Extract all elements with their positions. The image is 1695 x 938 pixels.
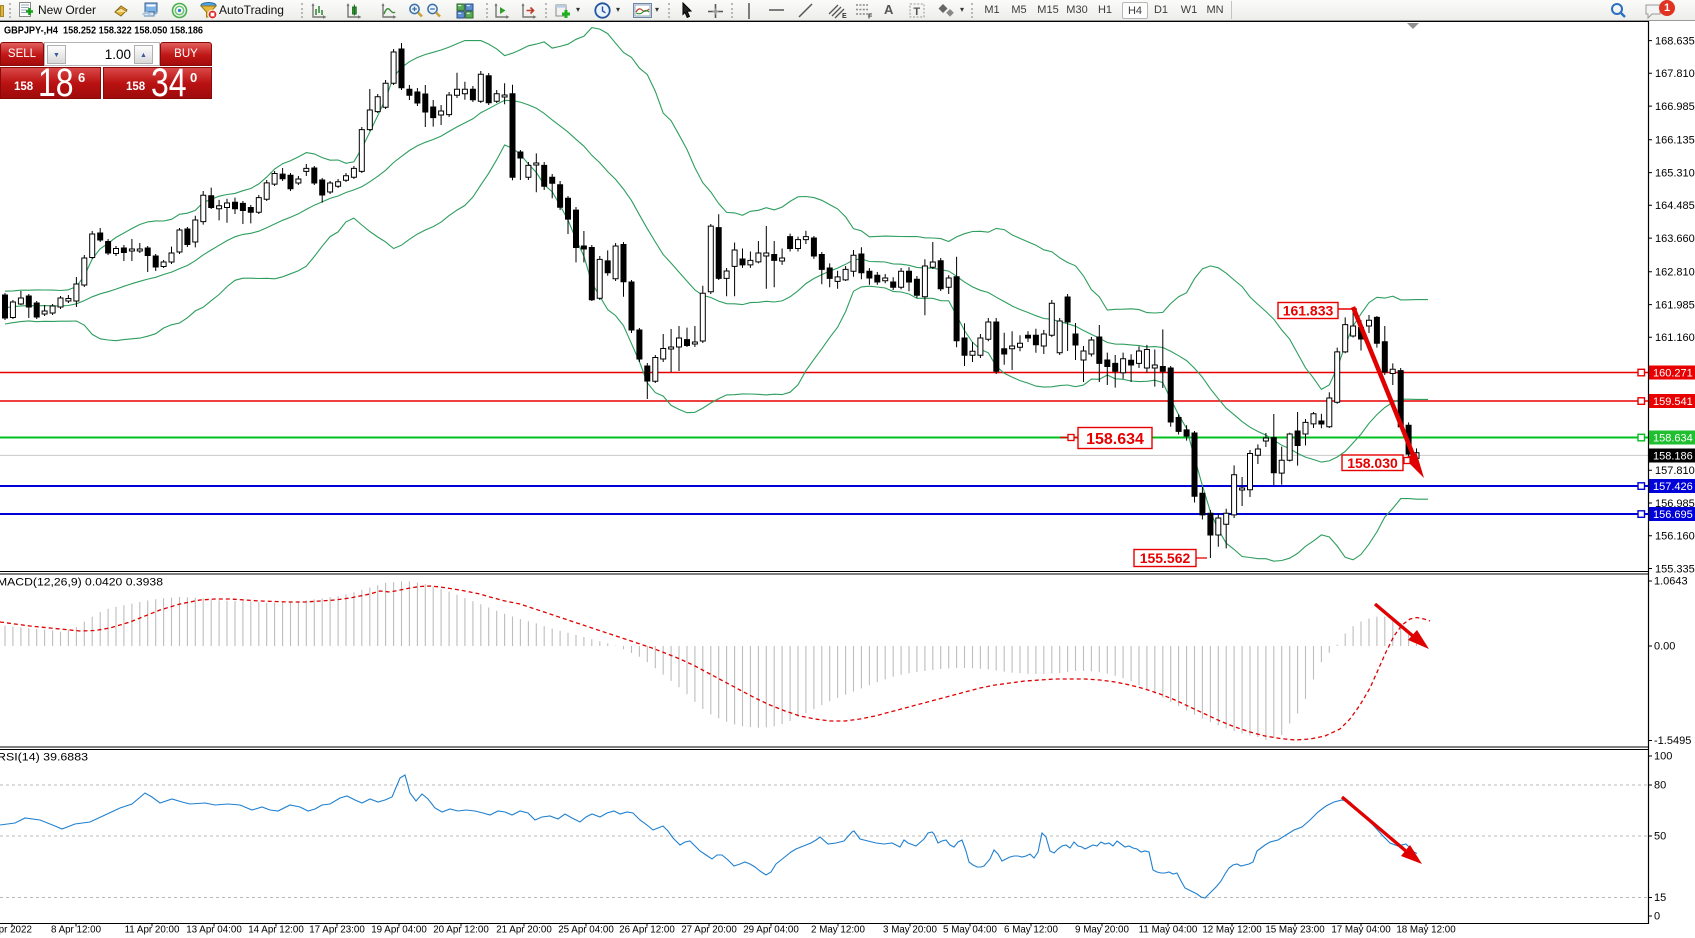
svg-text:17 May 04:00: 17 May 04:00 xyxy=(1331,925,1391,936)
svg-text:GBPJPY-,H4 158.252 158.322 15: GBPJPY-,H4 158.252 158.322 158.050 158.1… xyxy=(4,25,203,37)
svg-text:E: E xyxy=(842,13,847,19)
svg-text:158.634: 158.634 xyxy=(1086,431,1144,448)
svg-text:13 Apr 04:00: 13 Apr 04:00 xyxy=(186,925,242,936)
svg-text:11 May 04:00: 11 May 04:00 xyxy=(1139,925,1198,936)
svg-text:26 Apr 12:00: 26 Apr 12:00 xyxy=(619,925,675,936)
svg-text:164.485: 164.485 xyxy=(1655,200,1695,212)
svg-text:159.541: 159.541 xyxy=(1653,396,1693,408)
svg-text:12 May 12:00: 12 May 12:00 xyxy=(1202,925,1262,936)
svg-text:161.985: 161.985 xyxy=(1655,299,1695,311)
svg-text:-1.5495: -1.5495 xyxy=(1654,735,1691,747)
svg-text:158.030: 158.030 xyxy=(1347,455,1398,471)
svg-text:27 Apr 20:00: 27 Apr 20:00 xyxy=(681,925,737,936)
svg-text:161.833: 161.833 xyxy=(1283,303,1334,319)
svg-text:F: F xyxy=(868,14,873,20)
svg-text:160.271: 160.271 xyxy=(1653,368,1693,380)
svg-text:165.310: 165.310 xyxy=(1655,167,1695,179)
svg-text:15 May 23:00: 15 May 23:00 xyxy=(1265,925,1325,936)
svg-text:156.985: 156.985 xyxy=(1655,498,1695,510)
svg-text:50: 50 xyxy=(1654,831,1666,843)
svg-text:9 May 20:00: 9 May 20:00 xyxy=(1075,925,1129,936)
svg-text:162.810: 162.810 xyxy=(1655,267,1695,279)
svg-text:17 Apr 23:00: 17 Apr 23:00 xyxy=(309,925,365,936)
svg-text:158.186: 158.186 xyxy=(1653,451,1693,463)
svg-text:0.00: 0.00 xyxy=(1654,641,1675,653)
svg-text:157.810: 157.810 xyxy=(1655,465,1695,477)
svg-text:166.985: 166.985 xyxy=(1655,101,1695,113)
svg-text:1.0643: 1.0643 xyxy=(1654,576,1688,588)
svg-text:100: 100 xyxy=(1654,751,1672,763)
svg-text:11 Apr 20:00: 11 Apr 20:00 xyxy=(125,925,180,936)
svg-text:163.660: 163.660 xyxy=(1655,233,1695,245)
svg-text:18 May 12:00: 18 May 12:00 xyxy=(1396,925,1456,936)
svg-text:168.635: 168.635 xyxy=(1655,35,1695,47)
svg-text:161.160: 161.160 xyxy=(1655,332,1695,344)
svg-text:T: T xyxy=(913,6,920,18)
svg-text:15: 15 xyxy=(1654,892,1666,904)
svg-text:155.562: 155.562 xyxy=(1140,550,1191,566)
svg-text:21 Apr 20:00: 21 Apr 20:00 xyxy=(496,925,552,936)
svg-text:MACD(12,26,9) 0.0420 0.3938: MACD(12,26,9) 0.0420 0.3938 xyxy=(0,577,163,589)
svg-text:156.160: 156.160 xyxy=(1655,531,1695,543)
svg-text:29 Apr 04:00: 29 Apr 04:00 xyxy=(743,925,799,936)
svg-text:155.335: 155.335 xyxy=(1655,563,1695,575)
svg-text:166.135: 166.135 xyxy=(1655,135,1695,147)
svg-text:6 May 12:00: 6 May 12:00 xyxy=(1004,925,1058,936)
svg-text:RSI(14) 39.6883: RSI(14) 39.6883 xyxy=(0,752,88,764)
svg-text:Apr 2022: Apr 2022 xyxy=(0,925,32,936)
svg-text:167.810: 167.810 xyxy=(1655,68,1695,80)
svg-text:2 May 12:00: 2 May 12:00 xyxy=(811,925,865,936)
svg-text:3 May 20:00: 3 May 20:00 xyxy=(883,925,937,936)
svg-text:19 Apr 04:00: 19 Apr 04:00 xyxy=(371,925,427,936)
svg-text:14 Apr 12:00: 14 Apr 12:00 xyxy=(248,925,304,936)
svg-text:20 Apr 12:00: 20 Apr 12:00 xyxy=(433,925,489,936)
svg-text:156.695: 156.695 xyxy=(1653,509,1693,521)
svg-text:5 May 04:00: 5 May 04:00 xyxy=(943,925,997,936)
svg-text:80: 80 xyxy=(1654,780,1666,792)
svg-text:25 Apr 04:00: 25 Apr 04:00 xyxy=(558,925,614,936)
svg-text:8 Apr 12:00: 8 Apr 12:00 xyxy=(51,925,102,936)
svg-text:157.426: 157.426 xyxy=(1653,481,1693,493)
svg-text:0: 0 xyxy=(1654,911,1660,923)
svg-text:158.634: 158.634 xyxy=(1653,433,1693,445)
